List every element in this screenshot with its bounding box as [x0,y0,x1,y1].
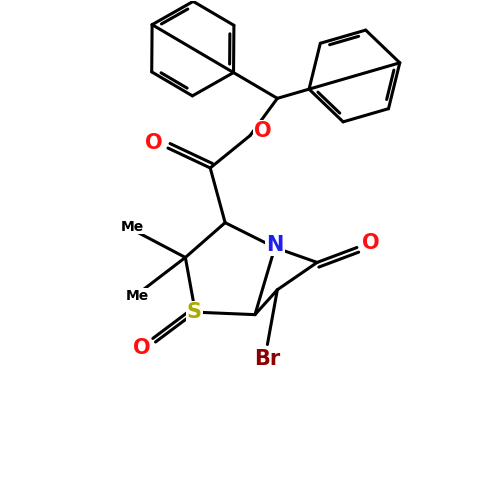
Text: Br: Br [254,350,280,370]
Text: O: O [133,338,150,358]
Text: O: O [254,120,271,141]
Text: S: S [187,302,202,322]
Text: O: O [362,232,380,252]
Text: Me: Me [126,288,149,302]
Text: O: O [145,133,163,153]
Text: N: N [266,235,283,255]
Text: Me: Me [120,220,144,234]
